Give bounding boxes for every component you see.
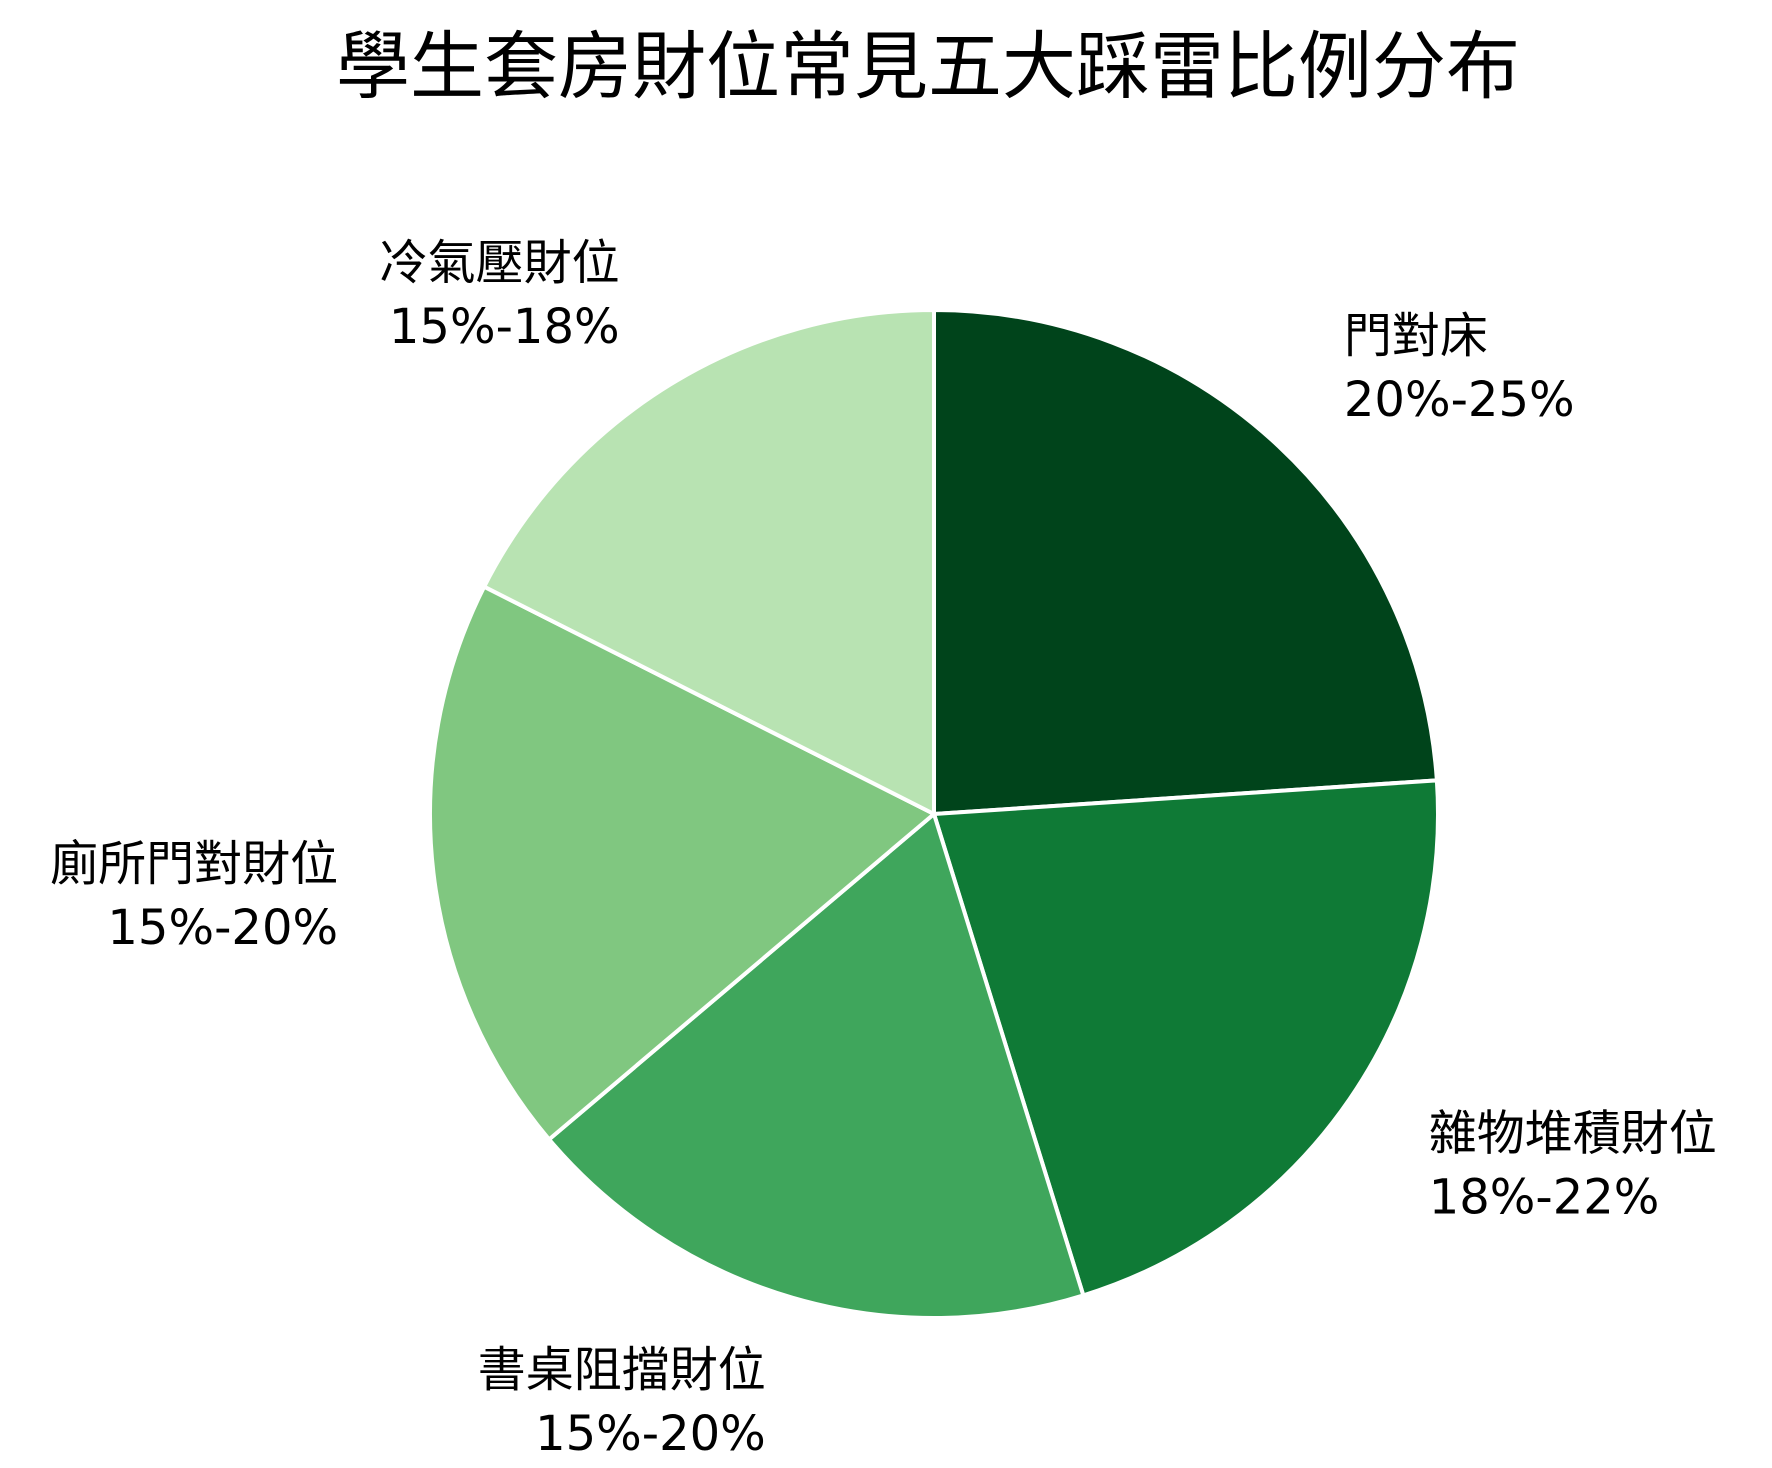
- slice-label-4: 廁所門對財位 15%-20%: [50, 836, 338, 956]
- slice-label-name: 書桌阻擋財位: [478, 1342, 766, 1398]
- chart-title: 學生套房財位常見五大踩雷比例分布: [336, 24, 1520, 110]
- slice-labels: 門對床 20%-25%雜物堆積財位 18%-22%書桌阻擋財位 15%-20%廁所門對…: [50, 235, 1717, 1462]
- slice-label-name: 門對床: [1344, 308, 1488, 364]
- pie-slice-5: [482, 308, 936, 816]
- slice-label-name: 廁所門對財位: [50, 836, 338, 892]
- slice-label-2: 雜物堆積財位 18%-22%: [1429, 1106, 1717, 1226]
- slice-label-range: 20%-25%: [1344, 372, 1575, 428]
- pie-slice-2: [932, 778, 1440, 1298]
- slice-label-name: 冷氣壓財位: [380, 235, 620, 291]
- pie-slices: [428, 308, 1440, 1320]
- pie-slice-1: [932, 308, 1439, 816]
- pie-slice-4: [428, 584, 936, 1142]
- pie-slice-3: [547, 812, 1086, 1320]
- slice-label-1: 門對床 20%-25%: [1344, 308, 1575, 428]
- slice-label-5: 冷氣壓財位 15%-18%: [380, 235, 620, 355]
- slice-label-range: 15%-20%: [107, 900, 338, 956]
- slice-label-range: 15%-20%: [535, 1406, 766, 1462]
- slice-label-name: 雜物堆積財位: [1429, 1106, 1717, 1162]
- slice-label-range: 18%-22%: [1429, 1170, 1660, 1226]
- slice-label-3: 書桌阻擋財位 15%-20%: [478, 1342, 766, 1462]
- slice-label-range: 15%-18%: [389, 299, 620, 355]
